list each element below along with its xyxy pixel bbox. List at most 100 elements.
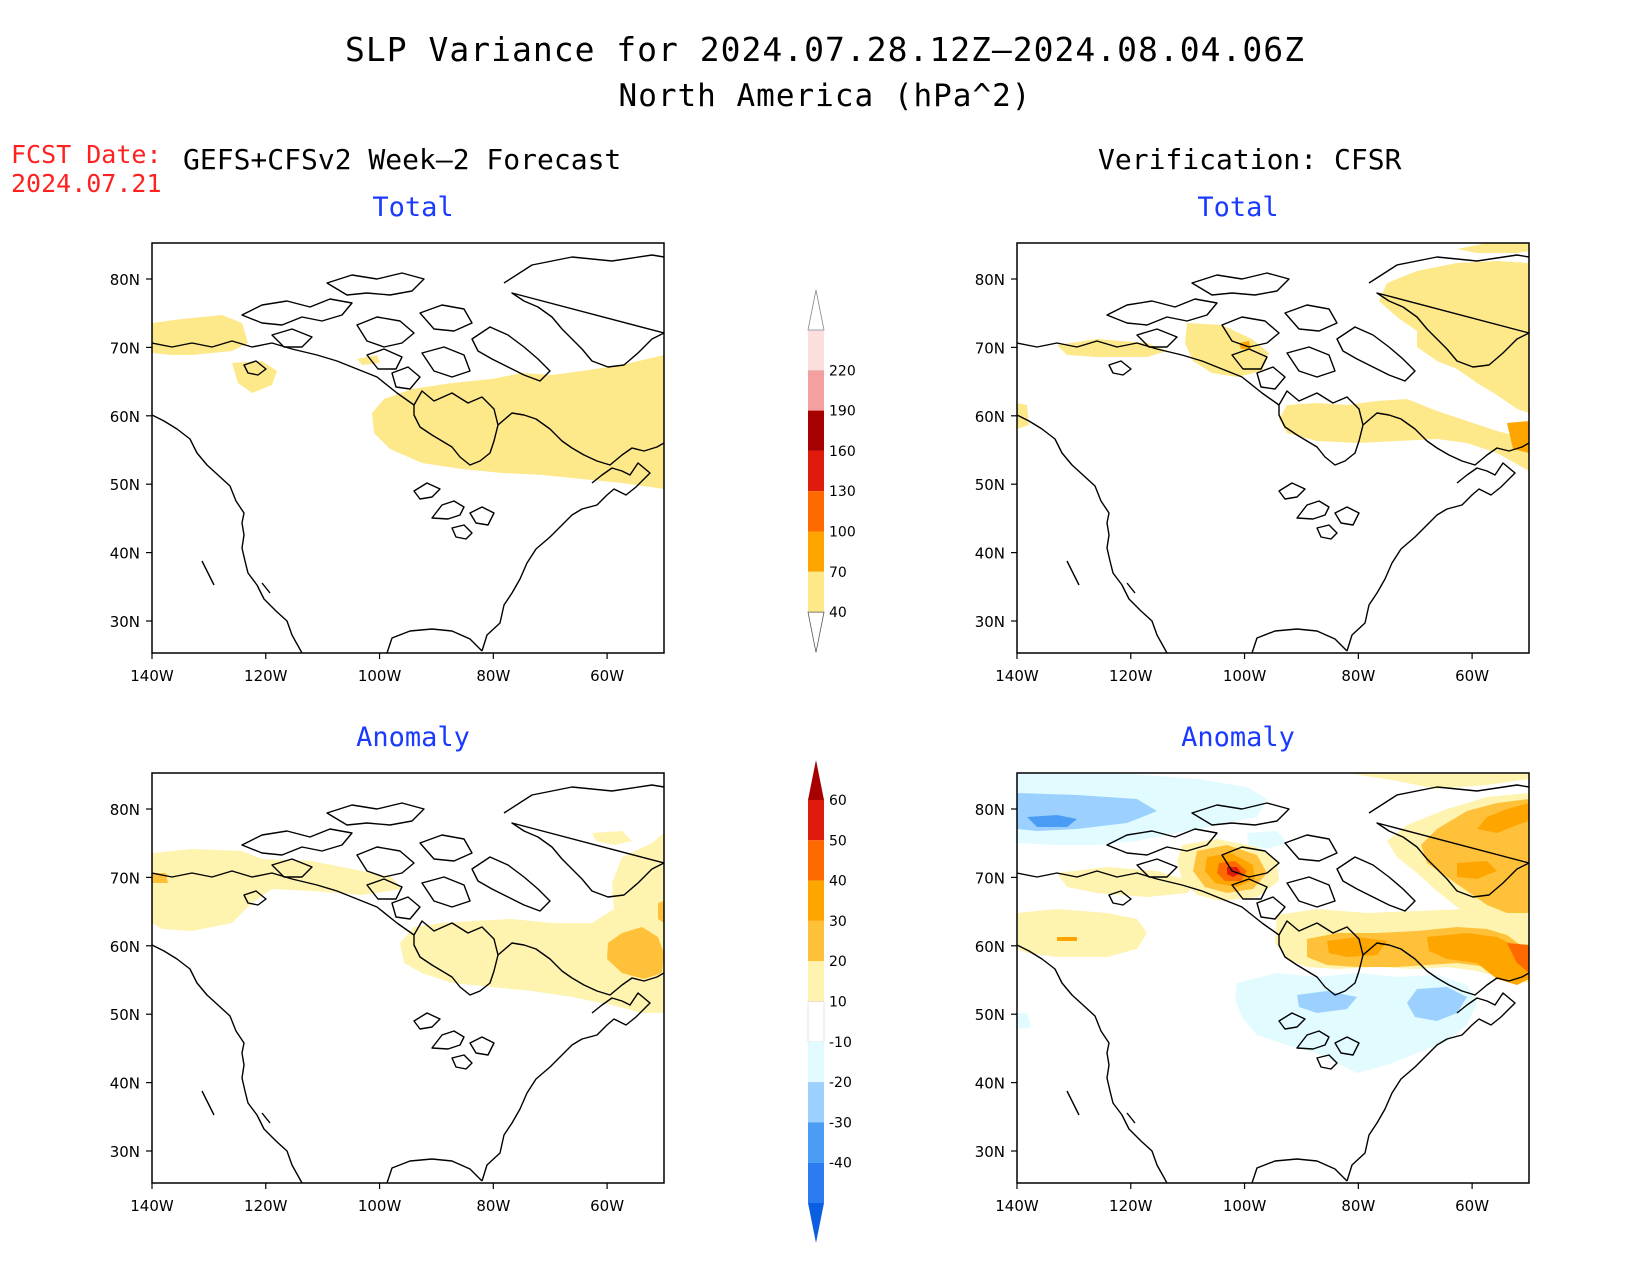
lon-tick-label: 60W bbox=[1455, 667, 1489, 685]
verification-total-title: Total bbox=[1197, 192, 1279, 223]
map-title: SLP Variance for 2024.07.28.12Z–2024.08.… bbox=[345, 30, 1305, 69]
forecast-total-map: 140W 120W 100W 80W 60W 80N 70N 60N 50N 40N 30N bbox=[110, 242, 665, 685]
lon-tick-label: 140W bbox=[995, 667, 1039, 685]
lat-tick-label: 70N bbox=[975, 869, 1005, 887]
colorbar-label: 220 bbox=[829, 363, 856, 379]
map-frame bbox=[1016, 242, 1530, 654]
colorbar-swatch bbox=[808, 1122, 824, 1163]
lon-tick-label: 120W bbox=[244, 1197, 288, 1215]
lat-tick-label: 60N bbox=[110, 938, 140, 956]
lon-tick-label: 120W bbox=[1109, 1197, 1153, 1215]
lat-tick-label: 50N bbox=[975, 476, 1005, 494]
colorbar-label: 50 bbox=[829, 833, 847, 849]
colorbar-swatch bbox=[808, 370, 824, 411]
colorbar-label: 30 bbox=[829, 914, 847, 930]
forecast-total-title: Total bbox=[372, 192, 454, 223]
lat-tick-label: 70N bbox=[110, 869, 140, 887]
lon-tick-label: 60W bbox=[590, 667, 624, 685]
colorbar-swatch bbox=[808, 450, 824, 492]
lat-tick-label: 30N bbox=[975, 1143, 1005, 1161]
fcst-date-value: 2024.07.21 bbox=[11, 169, 162, 198]
lat-tick-label: 30N bbox=[110, 613, 140, 631]
lat-tick-label: 40N bbox=[975, 545, 1005, 563]
colorbar-label: -10 bbox=[829, 1035, 852, 1051]
map-frame bbox=[1016, 772, 1530, 1184]
lon-tick-label: 80W bbox=[476, 667, 510, 685]
colorbar-swatch bbox=[808, 920, 824, 962]
lat-tick-label: 80N bbox=[110, 801, 140, 819]
verification-anomaly-title: Anomaly bbox=[1181, 722, 1295, 753]
colorbar-label: 130 bbox=[829, 484, 856, 500]
colorbar-label: 20 bbox=[829, 954, 847, 970]
lon-tick-label: 100W bbox=[1223, 1197, 1267, 1215]
verification-anomaly-map: 140W 120W 100W 80W 60W 80N 70N 60N 50N 40N 30N bbox=[975, 772, 1530, 1215]
lat-tick-label: 80N bbox=[975, 271, 1005, 289]
colorbar-arrow bbox=[808, 760, 824, 800]
lon-tick-label: 140W bbox=[130, 667, 174, 685]
colorbar-swatch bbox=[808, 1162, 824, 1203]
lon-tick-label: 100W bbox=[358, 667, 402, 685]
colorbar-label: 100 bbox=[829, 525, 856, 541]
verification-column-title: Verification: CFSR bbox=[1098, 143, 1402, 176]
map-frame bbox=[151, 772, 665, 1184]
colorbar-swatch bbox=[807, 1001, 825, 1043]
colorbar-label: 40 bbox=[829, 605, 847, 621]
forecast-anomaly-map: 140W 120W 100W 80W 60W 80N 70N 60N 50N 40N 30N bbox=[110, 772, 665, 1215]
lon-tick-label: 80W bbox=[1341, 667, 1375, 685]
colorbar-label: -20 bbox=[829, 1075, 852, 1091]
colorbar-label: 70 bbox=[829, 565, 847, 581]
lat-tick-label: 70N bbox=[110, 339, 140, 357]
lat-tick-label: 40N bbox=[975, 1075, 1005, 1093]
colorbar-label: 190 bbox=[829, 404, 856, 420]
lat-tick-label: 60N bbox=[110, 408, 140, 426]
colorbar-swatch bbox=[808, 1082, 824, 1123]
colorbar-swatch bbox=[808, 571, 824, 613]
colorbar-swatch bbox=[808, 491, 824, 532]
colorbar-label: 40 bbox=[829, 874, 847, 890]
colorbar-arrow bbox=[807, 611, 825, 653]
colorbar-label: -30 bbox=[829, 1115, 852, 1131]
verification-total-map: 140W 120W 100W 80W 60W 80N 70N 60N 50N 40N 30N bbox=[975, 242, 1530, 685]
fcst-date: FCST Date: 2024.07.21 bbox=[11, 140, 162, 198]
forecast-anomaly-title: Anomaly bbox=[356, 722, 470, 753]
colorbar-swatch bbox=[808, 840, 824, 881]
colorbar-swatch bbox=[808, 880, 824, 921]
lon-tick-label: 120W bbox=[1109, 667, 1153, 685]
colorbar-label: 60 bbox=[829, 793, 847, 809]
colorbar-arrow bbox=[807, 289, 825, 331]
anomaly-colorbar: 60 50 40 30 20 10 -10 -20 -30 -40 bbox=[807, 760, 852, 1243]
lat-tick-label: 40N bbox=[110, 545, 140, 563]
lon-tick-label: 120W bbox=[244, 667, 288, 685]
lat-tick-label: 60N bbox=[975, 938, 1005, 956]
lat-tick-label: 30N bbox=[975, 613, 1005, 631]
colorbar-swatch bbox=[808, 410, 824, 451]
lon-tick-label: 100W bbox=[358, 1197, 402, 1215]
lat-tick-label: 30N bbox=[110, 1143, 140, 1161]
colorbar-arrow bbox=[808, 1203, 824, 1243]
total-colorbar: 40 70 100 130 160 190 220 bbox=[807, 289, 856, 653]
lat-tick-label: 50N bbox=[975, 1006, 1005, 1024]
lat-tick-label: 40N bbox=[110, 1075, 140, 1093]
colorbar-swatch bbox=[808, 961, 824, 1002]
forecast-column-title: GEFS+CFSv2 Week–2 Forecast bbox=[183, 143, 622, 176]
lat-tick-label: 70N bbox=[975, 339, 1005, 357]
fcst-date-label: FCST Date: bbox=[11, 140, 162, 169]
lon-tick-label: 60W bbox=[590, 1197, 624, 1215]
lat-tick-label: 60N bbox=[975, 408, 1005, 426]
colorbar-swatch bbox=[808, 800, 824, 841]
lat-tick-label: 80N bbox=[975, 801, 1005, 819]
lon-tick-label: 140W bbox=[995, 1197, 1039, 1215]
map-frame bbox=[151, 242, 665, 654]
colorbar-swatch bbox=[808, 531, 824, 572]
lat-tick-label: 80N bbox=[110, 271, 140, 289]
map-subtitle: North America (hPa^2) bbox=[618, 78, 1032, 114]
lon-tick-label: 60W bbox=[1455, 1197, 1489, 1215]
colorbar-label: 10 bbox=[829, 995, 847, 1011]
colorbar-label: 160 bbox=[829, 444, 856, 460]
colorbar-swatch bbox=[808, 330, 824, 371]
lon-tick-label: 80W bbox=[476, 1197, 510, 1215]
lon-tick-label: 80W bbox=[1341, 1197, 1375, 1215]
colorbar-swatch bbox=[808, 1041, 824, 1083]
lat-tick-label: 50N bbox=[110, 476, 140, 494]
